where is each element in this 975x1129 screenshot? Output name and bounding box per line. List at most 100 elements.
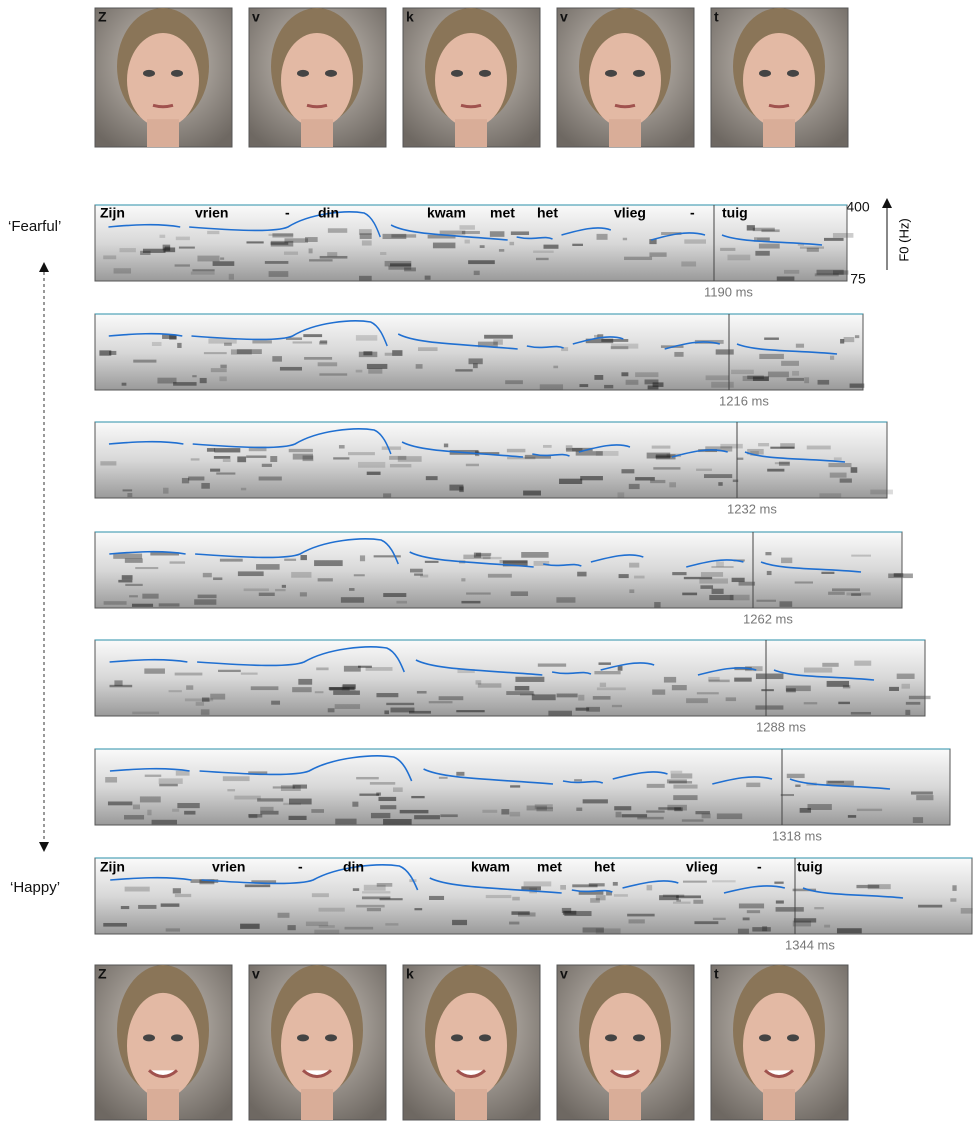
formant [218, 670, 241, 672]
formant [380, 805, 396, 809]
eye [297, 70, 309, 77]
formant [201, 709, 210, 715]
formant [159, 235, 165, 238]
formant [674, 807, 682, 811]
formant [576, 808, 582, 811]
formant [411, 796, 424, 798]
formant [855, 335, 859, 338]
formant [781, 361, 799, 366]
formant [244, 588, 269, 591]
formant [122, 383, 127, 386]
formant [114, 680, 122, 686]
formant [629, 484, 640, 489]
formant [761, 229, 779, 232]
formant [468, 358, 482, 364]
formant [213, 577, 222, 580]
formant [203, 573, 212, 577]
formant [214, 448, 240, 452]
formant [348, 452, 375, 455]
formant [786, 688, 796, 692]
formant [386, 703, 414, 705]
formant [353, 888, 359, 891]
formant [509, 922, 519, 925]
formant [360, 555, 365, 561]
formant [669, 781, 692, 783]
face [743, 33, 815, 128]
formant [693, 900, 703, 904]
formant [686, 698, 708, 703]
formant [360, 233, 372, 239]
formant [103, 255, 116, 259]
formant [505, 380, 523, 384]
f0-axis: 400 75 F0 (Hz) [846, 198, 911, 287]
formant [488, 574, 512, 578]
formant [961, 908, 973, 914]
formant [629, 919, 645, 923]
formant [706, 375, 729, 380]
formant [246, 241, 263, 243]
formant [439, 777, 448, 779]
formant [838, 702, 850, 704]
word: din [343, 859, 364, 875]
formant [345, 927, 374, 930]
eye [297, 1034, 309, 1041]
eye [759, 1034, 771, 1041]
eye [143, 70, 155, 77]
formant [145, 775, 162, 777]
formant [364, 885, 386, 891]
formant [674, 352, 683, 357]
formant [356, 777, 379, 779]
formant [819, 493, 841, 497]
word: - [298, 859, 303, 875]
formant [138, 905, 156, 909]
formant [300, 592, 307, 596]
formant [611, 346, 629, 349]
formant [327, 252, 337, 256]
formant [426, 476, 438, 480]
formant [716, 349, 734, 354]
formant [652, 689, 665, 694]
formant [370, 782, 395, 785]
duration: 1288 ms [756, 719, 806, 734]
formant [281, 785, 301, 791]
formant [175, 673, 203, 676]
formant [440, 814, 457, 817]
neck [301, 119, 333, 147]
formant [409, 711, 431, 714]
formant [626, 380, 639, 385]
formant [673, 795, 697, 800]
formant [597, 687, 626, 690]
formant [335, 704, 360, 709]
formant [315, 691, 324, 693]
formant [828, 592, 845, 595]
formant [510, 812, 520, 817]
formant [578, 695, 584, 701]
formant [312, 893, 329, 897]
formant [770, 447, 794, 449]
formant [152, 820, 177, 824]
word: - [285, 205, 290, 221]
formant [237, 349, 262, 354]
formant [125, 558, 143, 562]
formant [564, 911, 591, 916]
formant [902, 684, 910, 689]
formant [207, 448, 215, 452]
formant [682, 819, 704, 821]
formant [916, 795, 933, 800]
formant [349, 588, 354, 591]
formant [856, 885, 879, 888]
formant [507, 449, 526, 453]
formant [572, 244, 583, 246]
formant [833, 233, 853, 238]
formant [188, 476, 204, 480]
formant [241, 673, 258, 675]
face [589, 993, 661, 1098]
formant [796, 344, 804, 348]
formant [515, 686, 530, 691]
neck [609, 119, 641, 147]
formant [356, 905, 384, 908]
formant [711, 382, 733, 388]
formant [142, 594, 158, 599]
formant [629, 563, 639, 568]
formant [621, 469, 634, 473]
